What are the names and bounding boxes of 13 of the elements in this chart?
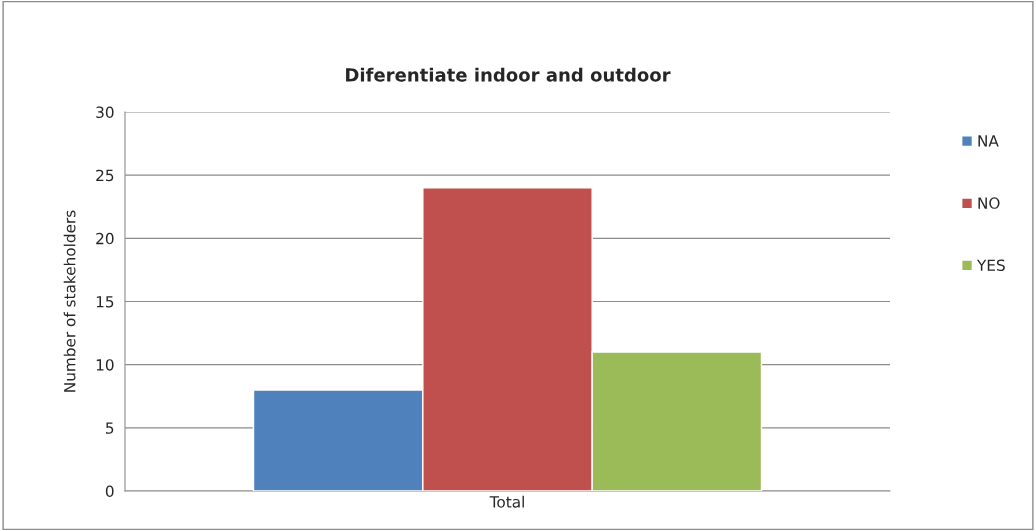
y-tick-label: 25 — [96, 169, 114, 182]
legend-label: YES — [976, 259, 1005, 272]
y-tick-label: 30 — [96, 106, 114, 119]
y-tick-label: 15 — [96, 296, 114, 308]
x-tick-label: Total — [489, 495, 524, 508]
chart-title: Diferentiate indoor and outdoor — [346, 67, 671, 82]
y-axis-title: Number of stakeholders — [63, 210, 76, 392]
y-tick-label: 20 — [96, 232, 114, 245]
y-tick-label: 5 — [106, 422, 114, 434]
y-tick-label: 0 — [105, 485, 114, 498]
legend-label: NA — [978, 135, 999, 147]
legend-label: NO — [978, 197, 1000, 209]
y-tick-label: 10 — [96, 359, 114, 371]
